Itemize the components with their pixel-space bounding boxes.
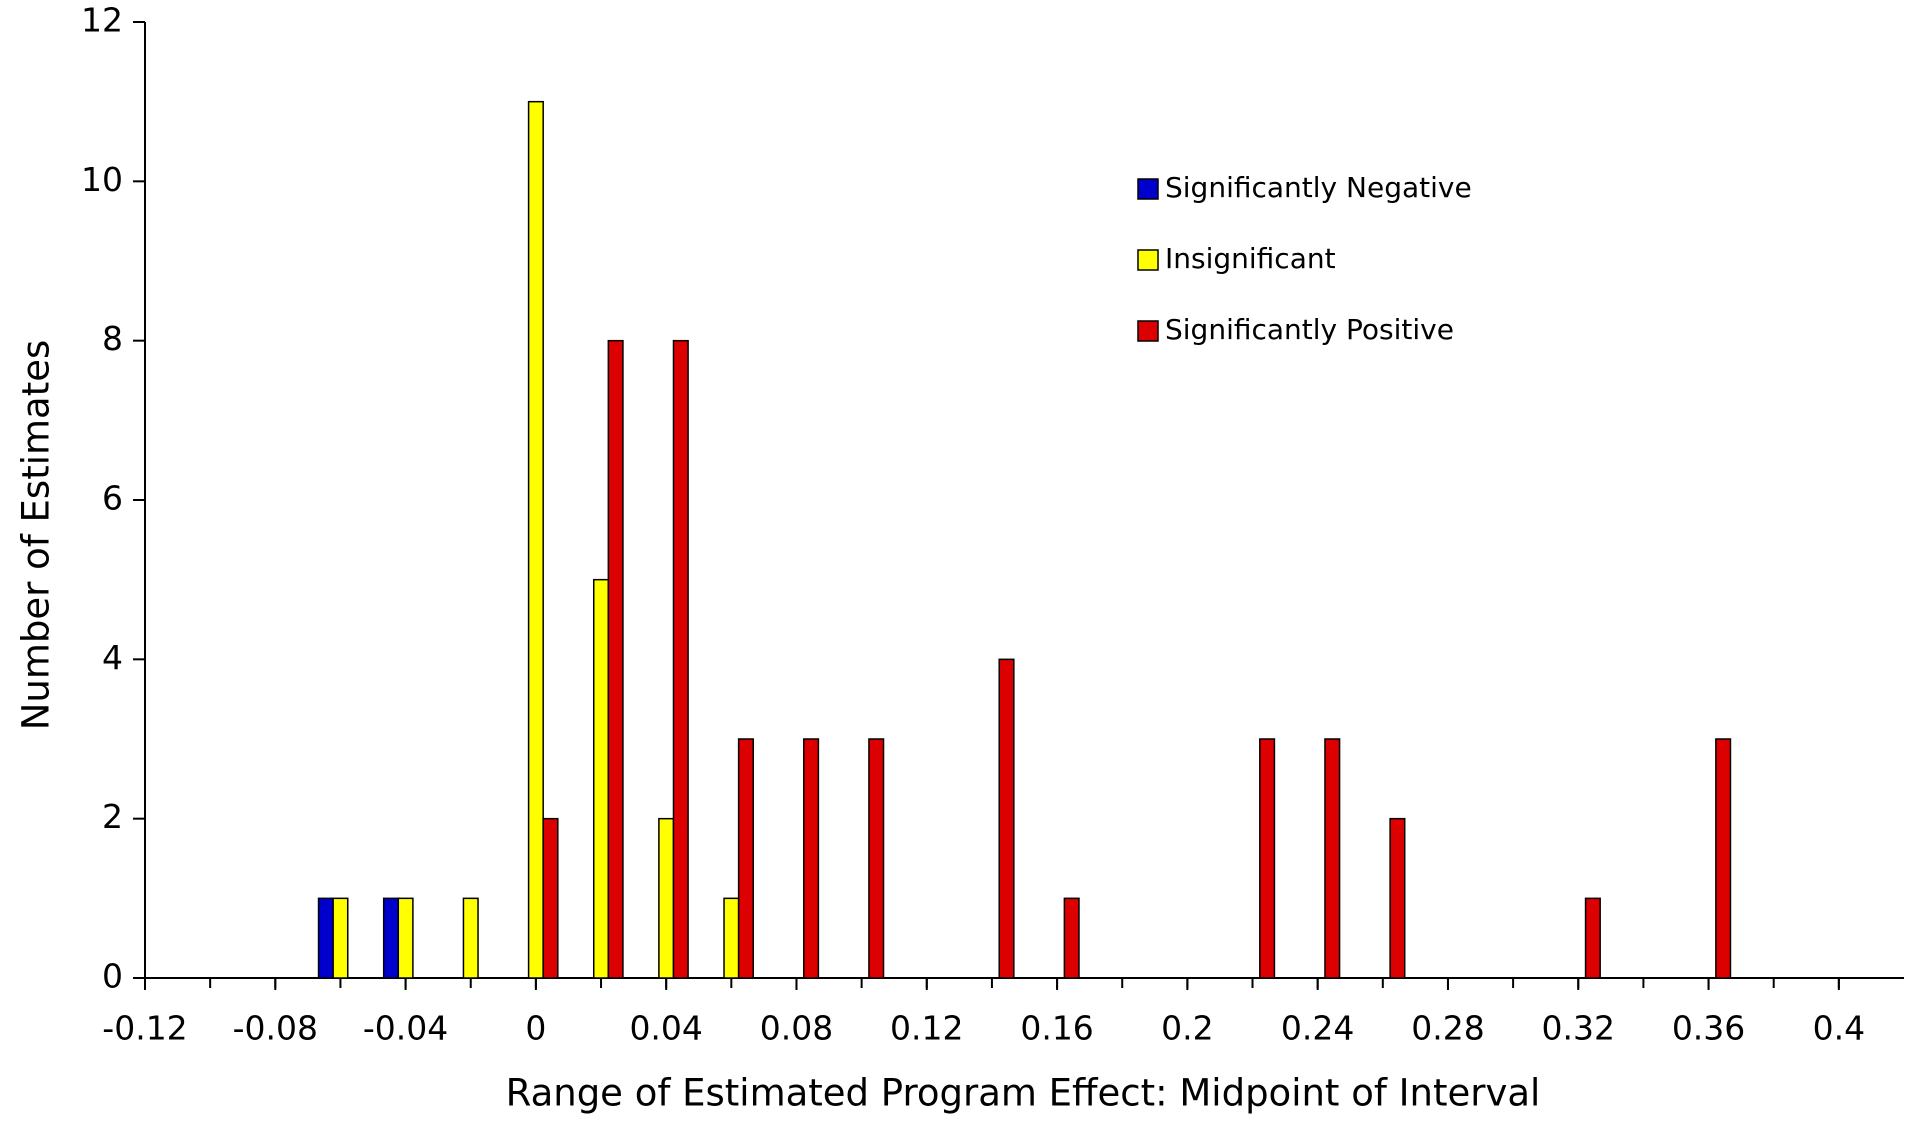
x-tick-label: -0.12: [102, 1009, 187, 1048]
y-tick-label: 10: [81, 160, 123, 199]
bar: [542, 817, 559, 979]
y-tick-label: 8: [102, 319, 123, 358]
bar: [1063, 897, 1080, 979]
bar: [592, 578, 610, 979]
bar: [1324, 738, 1341, 979]
legend-swatch: [1137, 178, 1159, 200]
bar: [527, 100, 544, 979]
legend-label: Insignificant: [1165, 242, 1336, 275]
y-axis-title: Number of Estimates: [15, 340, 58, 731]
bar: [803, 738, 820, 979]
legend-label: Significantly Negative: [1165, 171, 1472, 204]
legend-label: Significantly Positive: [1165, 313, 1454, 346]
bar: [658, 817, 675, 979]
y-tick-label: 4: [102, 638, 123, 677]
y-tick-label: 0: [102, 957, 123, 996]
bar: [672, 339, 689, 979]
bar: [1715, 738, 1732, 979]
bar: [317, 897, 334, 979]
bar: [462, 897, 479, 979]
x-tick-label: 0.4: [1813, 1009, 1865, 1048]
bar: [723, 897, 740, 979]
y-tick-label: 12: [81, 1, 123, 40]
legend-swatch: [1137, 249, 1159, 271]
legend-swatch: [1137, 320, 1159, 342]
x-tick-label: 0.16: [1020, 1009, 1093, 1048]
x-tick-label: 0.32: [1542, 1009, 1615, 1048]
x-tick-label: 0.28: [1411, 1009, 1484, 1048]
x-tick-label: -0.08: [233, 1009, 318, 1048]
bar: [1389, 817, 1406, 979]
bar: [332, 897, 349, 979]
x-axis-title: Range of Estimated Program Effect: Midpo…: [506, 1072, 1541, 1115]
bar: [397, 897, 414, 979]
y-tick-label: 2: [102, 797, 123, 836]
x-tick-label: 0.08: [760, 1009, 833, 1048]
x-tick-label: 0.24: [1281, 1009, 1354, 1048]
y-tick-label: 6: [102, 479, 123, 518]
x-tick-label: -0.04: [363, 1009, 448, 1048]
x-tick-label: 0.2: [1161, 1009, 1213, 1048]
bar: [737, 738, 754, 979]
bar: [1584, 897, 1601, 979]
bar: [382, 897, 400, 979]
bar: [1259, 738, 1276, 979]
x-tick-label: 0: [525, 1009, 546, 1048]
x-tick-label: 0.12: [890, 1009, 963, 1048]
bar: [607, 339, 624, 979]
x-tick-label: 0.04: [629, 1009, 702, 1048]
bar: [868, 738, 885, 979]
x-tick-label: 0.36: [1672, 1009, 1745, 1048]
bar: [998, 658, 1015, 979]
